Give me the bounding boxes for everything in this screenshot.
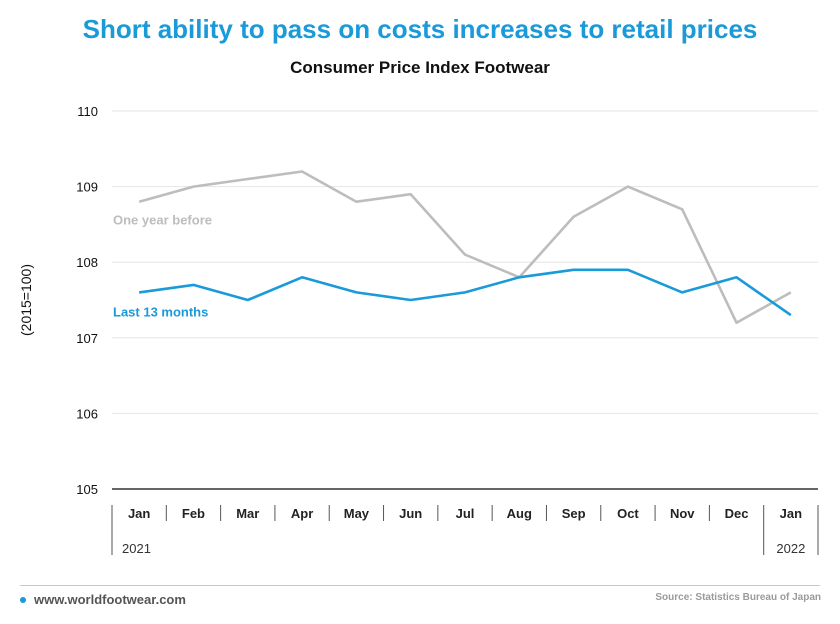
footer-source: Source: Statistics Bureau of Japan <box>655 592 821 603</box>
chart-title: Consumer Price Index Footwear <box>290 58 550 77</box>
y-tick-label: 109 <box>76 180 98 195</box>
line-chart: 105 106 107 108 109 110 Jan Feb Mar Apr May Jun Jul A… <box>76 104 819 556</box>
footer-bullet-icon <box>20 597 26 603</box>
y-tick-label: 107 <box>76 331 98 346</box>
series-label-last-13-months: Last 13 months <box>113 304 208 319</box>
x-tick-label: Oct <box>617 506 639 521</box>
footer-site-link[interactable]: www.worldfootwear.com <box>34 592 186 607</box>
x-tick-label: Jan <box>128 506 150 521</box>
x-tick-label: Jul <box>456 506 475 521</box>
x-tick-label: Apr <box>291 506 313 521</box>
x-tick-label: Feb <box>182 506 205 521</box>
chart-headline: Short ability to pass on costs increases… <box>82 14 758 44</box>
x-tick-label: Nov <box>670 506 695 521</box>
footer-divider <box>20 585 820 586</box>
year-label: 2022 <box>776 541 805 556</box>
series-line-last-13-months <box>139 268 792 317</box>
y-tick-label: 108 <box>76 255 98 270</box>
series-label-one-year-before: One year before <box>113 213 212 228</box>
x-tick-label: Aug <box>507 506 532 521</box>
x-tick-label: Dec <box>725 506 749 521</box>
x-tick-label: Jan <box>780 506 802 521</box>
series-line-one-year-before <box>138 170 792 325</box>
y-tick-label: 106 <box>76 406 98 421</box>
y-tick-label: 110 <box>77 104 98 119</box>
x-tick-label: Jun <box>399 506 422 521</box>
x-tick-label: Mar <box>236 506 259 521</box>
year-label: 2021 <box>122 541 151 556</box>
y-tick-label: 105 <box>76 482 98 497</box>
x-tick-label: May <box>344 506 370 521</box>
x-tick-label: Sep <box>562 506 586 521</box>
